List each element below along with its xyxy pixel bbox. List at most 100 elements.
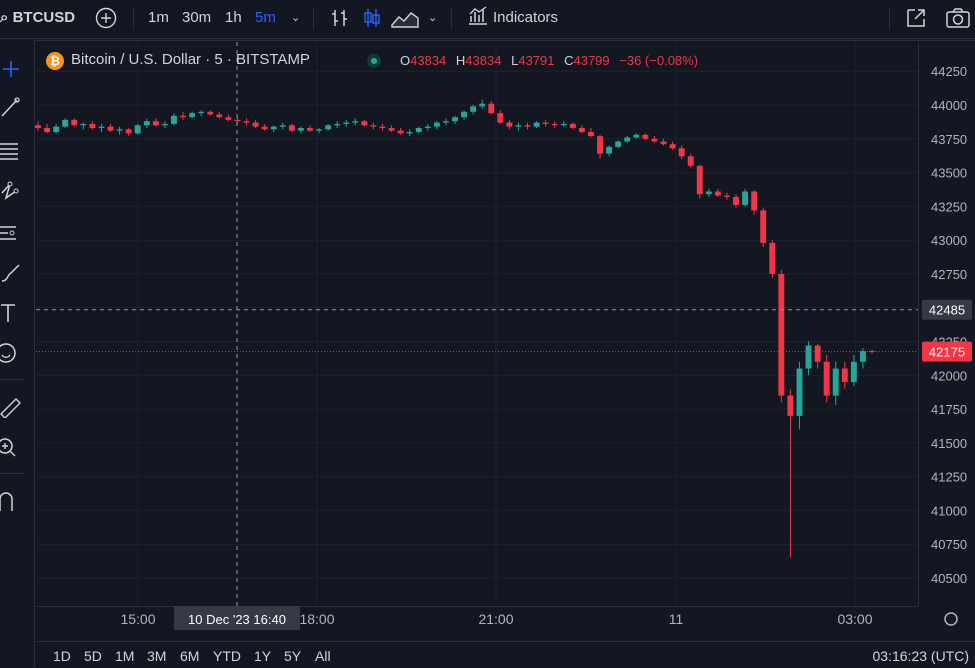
time-axis-border — [36, 606, 918, 607]
interval-1m[interactable]: 1m — [148, 9, 169, 26]
camera-icon[interactable] — [945, 7, 971, 29]
range-1d[interactable]: 1D — [53, 648, 71, 664]
candle-body — [406, 132, 413, 134]
candle-body — [288, 125, 295, 131]
candle-body — [488, 103, 495, 114]
candle-body — [796, 368, 803, 416]
price-tick-label: 43000 — [931, 233, 967, 248]
candles — [35, 99, 875, 558]
candle-body — [588, 132, 594, 137]
market-status-icon[interactable] — [367, 54, 381, 68]
candle-body — [44, 127, 51, 133]
indicators-button[interactable]: Indicators — [467, 0, 558, 38]
clock-timezone[interactable]: 03:16:23 (UTC) — [872, 648, 969, 664]
price-tick-label: 44250 — [931, 64, 967, 79]
range-ytd[interactable]: YTD — [213, 648, 241, 664]
interval-5m[interactable]: 5m — [255, 9, 276, 26]
pattern-icon[interactable] — [0, 179, 22, 203]
candle-body — [569, 123, 576, 128]
candle-body — [578, 127, 585, 133]
interval-1h[interactable]: 1h — [225, 9, 242, 26]
magnet-icon[interactable] — [0, 489, 22, 513]
symbol-label: BTCUSD — [12, 9, 76, 26]
price-tick-label: 43750 — [931, 132, 967, 147]
range-1m[interactable]: 1M — [115, 648, 135, 664]
time-axis: 15:00 18:00 21:00 11 03:00 — [120, 611, 958, 627]
price-tick-label: 41750 — [931, 402, 967, 417]
low-label: L — [511, 53, 519, 68]
candle-body — [252, 122, 259, 127]
last-price-label: 42175 — [929, 345, 965, 360]
candle-body — [696, 165, 703, 195]
candle-body — [125, 129, 132, 134]
candle-body — [850, 361, 857, 383]
interval-30m[interactable]: 30m — [182, 9, 212, 26]
range-3m[interactable]: 3M — [147, 648, 167, 664]
price-axis-border — [918, 42, 919, 606]
crosshair-icon[interactable] — [0, 57, 22, 81]
candle-body — [161, 123, 168, 126]
brush-icon[interactable] — [0, 261, 22, 285]
indicators-label: Indicators — [493, 9, 559, 26]
symbol-title[interactable]: Bitcoin / U.S. Dollar · 5 · BITSTAMP — [71, 51, 310, 68]
divider — [313, 8, 314, 30]
compare-button[interactable] — [95, 0, 117, 38]
crosshair-price-tag — [922, 299, 972, 320]
emoji-icon[interactable] — [0, 341, 22, 365]
candle-body — [606, 146, 613, 154]
candle-body — [424, 126, 431, 128]
time-tick-label: 11 — [669, 611, 684, 627]
candle-body — [551, 123, 558, 126]
high-value: 43834 — [465, 53, 502, 68]
candles-icon[interactable] — [361, 7, 383, 29]
candle-body — [479, 103, 486, 107]
candle-body — [216, 114, 223, 118]
last-price-tag — [922, 341, 972, 362]
price-tick-label: 44000 — [931, 98, 967, 113]
candle-body — [832, 368, 839, 396]
chevron-down-icon[interactable]: ⌄ — [428, 12, 438, 24]
price-tick-label: 40750 — [931, 537, 967, 552]
area-chart-icon[interactable] — [391, 7, 419, 29]
candle-body — [243, 121, 250, 123]
range-1y[interactable]: 1Y — [254, 648, 272, 664]
candle-body — [270, 126, 277, 130]
range-5y[interactable]: 5Y — [284, 648, 302, 664]
fib-icon[interactable] — [0, 139, 22, 163]
candle-body — [397, 130, 404, 134]
range-all[interactable]: All — [315, 648, 331, 664]
candle-body — [497, 113, 504, 123]
candle-body — [506, 122, 513, 127]
drawing-toolbar — [0, 39, 35, 667]
settings-icon[interactable] — [944, 612, 958, 626]
zoom-icon[interactable] — [0, 435, 22, 459]
fullscreen-icon[interactable] — [905, 7, 927, 29]
candle-body — [279, 125, 286, 127]
trend-line-icon[interactable] — [0, 95, 22, 119]
candle-body — [134, 125, 141, 134]
range-5d[interactable]: 5D — [84, 648, 102, 664]
chevron-down-icon[interactable]: ⌄ — [291, 12, 301, 24]
candle-body — [705, 191, 712, 195]
candle-body — [724, 195, 730, 197]
grid — [35, 40, 975, 607]
prediction-icon[interactable] — [0, 221, 22, 245]
candle-body — [814, 345, 821, 362]
candle-body — [53, 126, 60, 133]
candle-body — [751, 191, 758, 211]
ruler-icon[interactable] — [0, 394, 22, 418]
bitcoin-logo-icon: ₿ — [46, 52, 64, 70]
candle-body — [261, 126, 268, 130]
range-6m[interactable]: 6M — [180, 648, 200, 664]
candle-body — [107, 126, 114, 131]
text-icon[interactable] — [0, 301, 22, 325]
candle-body — [869, 350, 875, 352]
price-tick-label: 41000 — [931, 503, 967, 518]
bar-chart-type-icon[interactable] — [329, 7, 351, 29]
change-value: −36 (−0.08%) — [619, 53, 699, 68]
chart-top-border — [35, 40, 975, 41]
candle-body — [180, 115, 186, 118]
divider — [0, 473, 24, 474]
symbol-search[interactable]: ⌕ BTCUSD — [0, 0, 75, 38]
